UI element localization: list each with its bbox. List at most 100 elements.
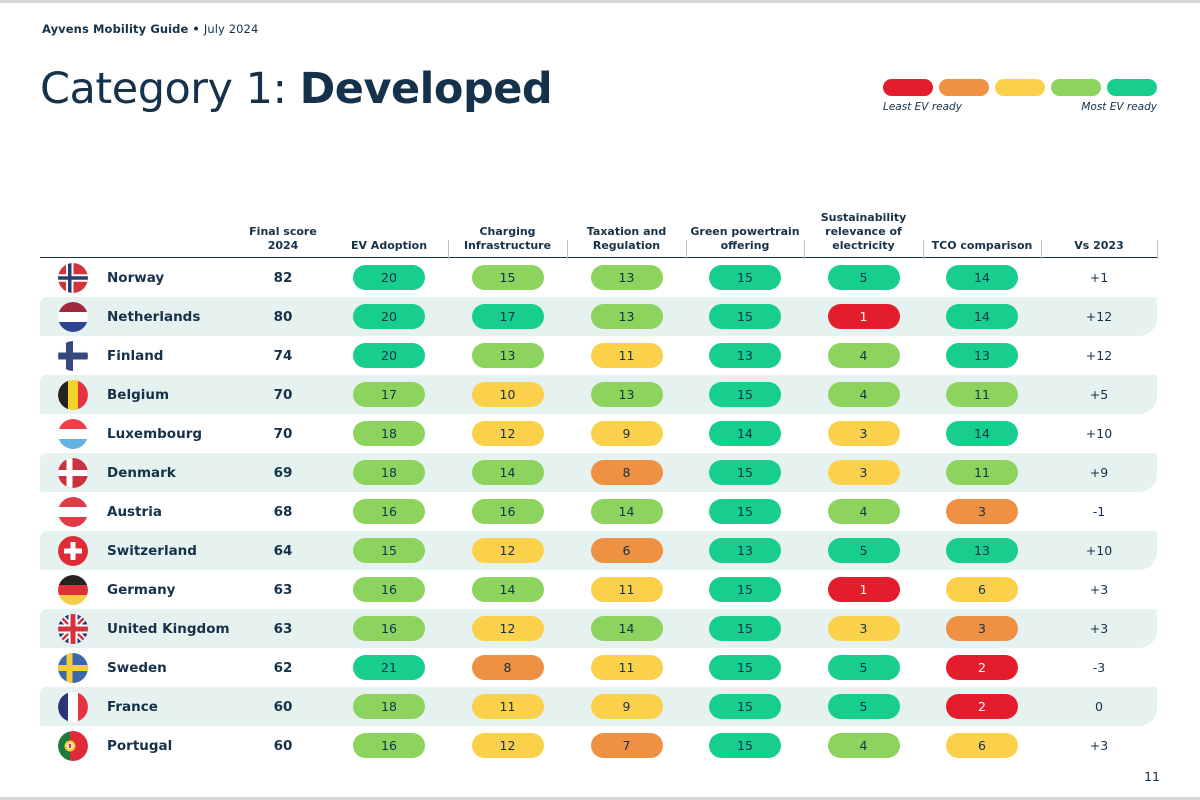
score-pill-ev_adoption: 20 xyxy=(353,265,425,290)
table-row-austria: Austria 68 16 16 14 15 4 3 -1 xyxy=(40,492,1157,531)
legend-least-label: Least EV ready xyxy=(883,101,962,113)
score-pill-ev_adoption: 15 xyxy=(353,538,425,563)
country-cell: Luxembourg xyxy=(40,418,236,449)
table-row-portugal: Portugal 60 16 12 7 15 4 6 +3 xyxy=(40,726,1157,765)
table-row-norway: Norway 82 20 15 13 15 5 14 +1 xyxy=(40,258,1157,297)
score-pill-sustainability_relevance_of_electricity: 4 xyxy=(827,343,900,368)
flag-belgium-icon xyxy=(58,379,88,410)
score-pill-green_powertrain_offering: 15 xyxy=(709,499,781,524)
score-pill-tco_comparison: 3 xyxy=(946,616,1018,641)
country-cell: France xyxy=(40,691,236,722)
table-header-row: Final score 2024 EV Adoption Charging Infras… xyxy=(40,211,1158,260)
score-pill-ev_adoption: 16 xyxy=(353,616,425,641)
country-name: Austria xyxy=(107,503,162,520)
score-pill-sustainability_relevance_of_electricity: 4 xyxy=(827,733,900,758)
score-pill-sustainability_relevance_of_electricity: 3 xyxy=(827,616,900,641)
score-pill-charging_infrastructure: 13 xyxy=(471,343,544,368)
table-row-france: France 60 18 11 9 15 5 2 0 xyxy=(40,687,1157,726)
score-pill-taxation_and_regulation: 13 xyxy=(590,265,663,290)
score-pill-tco_comparison: 14 xyxy=(946,421,1018,446)
country-name: Finland xyxy=(107,347,164,364)
score-pill-charging_infrastructure: 12 xyxy=(471,538,544,563)
score-pill-ev_adoption: 21 xyxy=(353,655,425,680)
final-score-value: 70 xyxy=(273,386,293,403)
table-row-denmark: Denmark 69 18 14 8 15 3 11 +9 xyxy=(40,453,1157,492)
score-pill-charging_infrastructure: 11 xyxy=(471,694,544,719)
score-pill-tco_comparison: 14 xyxy=(946,304,1018,329)
flag-sweden-icon xyxy=(58,652,88,683)
vs-2023-value: +5 xyxy=(1089,387,1109,402)
country-cell: Finland xyxy=(40,340,236,371)
country-name: Norway xyxy=(107,269,165,286)
score-pill-ev_adoption: 20 xyxy=(353,343,425,368)
score-pill-sustainability_relevance_of_electricity: 4 xyxy=(827,382,900,407)
score-pill-taxation_and_regulation: 7 xyxy=(590,733,663,758)
final-score-value: 69 xyxy=(273,464,293,481)
score-pill-charging_infrastructure: 10 xyxy=(471,382,544,407)
score-pill-ev_adoption: 17 xyxy=(353,382,425,407)
score-pill-taxation_and_regulation: 11 xyxy=(590,577,663,602)
score-pill-green_powertrain_offering: 15 xyxy=(709,304,781,329)
table-row-luxembourg: Luxembourg 70 18 12 9 14 3 14 +10 xyxy=(40,414,1157,453)
table-body: Norway 82 20 15 13 15 5 14 +1 Netherland… xyxy=(40,258,1157,765)
vs-2023-value: +3 xyxy=(1089,738,1109,753)
score-pill-charging_infrastructure: 14 xyxy=(471,577,544,602)
score-pill-charging_infrastructure: 17 xyxy=(471,304,544,329)
final-score-value: 80 xyxy=(273,308,293,325)
score-pill-tco_comparison: 13 xyxy=(946,538,1018,563)
flag-portugal-icon xyxy=(58,730,88,761)
score-pill-tco_comparison: 6 xyxy=(946,733,1018,758)
country-name: Sweden xyxy=(107,659,167,676)
table-row-switzerland: Switzerland 64 15 12 6 13 5 13 +10 xyxy=(40,531,1157,570)
score-pill-tco_comparison: 13 xyxy=(946,343,1018,368)
score-pill-sustainability_relevance_of_electricity: 1 xyxy=(827,304,900,329)
legend-swatch-l4 xyxy=(1051,79,1101,96)
legend-color-scale xyxy=(883,79,1157,96)
score-pill-green_powertrain_offering: 15 xyxy=(709,733,781,758)
legend-swatch-l3 xyxy=(995,79,1045,96)
ev-readiness-legend: Least EV ready Most EV ready xyxy=(883,79,1157,113)
country-name: Germany xyxy=(107,581,176,598)
edition-date: July 2024 xyxy=(203,22,259,36)
country-name: Belgium xyxy=(107,386,170,403)
column-header-taxation_and_regulation: Taxation and Regulation xyxy=(566,225,686,260)
vs-2023-value: +12 xyxy=(1085,309,1113,324)
score-pill-green_powertrain_offering: 15 xyxy=(709,694,781,719)
score-pill-taxation_and_regulation: 14 xyxy=(590,499,663,524)
vs-2023-value: +1 xyxy=(1089,270,1109,285)
score-pill-tco_comparison: 6 xyxy=(946,577,1018,602)
score-pill-taxation_and_regulation: 6 xyxy=(590,538,663,563)
country-cell: United Kingdom xyxy=(40,613,236,644)
score-pill-sustainability_relevance_of_electricity: 1 xyxy=(827,577,900,602)
country-cell: Portugal xyxy=(40,730,236,761)
country-name: Portugal xyxy=(107,737,173,754)
legend-swatch-l5 xyxy=(1107,79,1157,96)
table-row-belgium: Belgium 70 17 10 13 15 4 11 +5 xyxy=(40,375,1157,414)
score-pill-green_powertrain_offering: 15 xyxy=(709,655,781,680)
score-pill-taxation_and_regulation: 13 xyxy=(590,382,663,407)
vs-2023-value: +12 xyxy=(1085,348,1113,363)
score-pill-charging_infrastructure: 15 xyxy=(471,265,544,290)
column-header-charging_infrastructure: Charging Infrastructure xyxy=(447,225,567,260)
document-header: Ayvens Mobility Guide • July 2024 xyxy=(42,22,258,36)
flag-germany-icon xyxy=(58,574,88,605)
score-pill-ev_adoption: 16 xyxy=(353,733,425,758)
country-name: Netherlands xyxy=(107,308,201,325)
score-pill-sustainability_relevance_of_electricity: 5 xyxy=(827,538,900,563)
flag-austria-icon xyxy=(58,496,88,527)
country-cell: Austria xyxy=(40,496,236,527)
score-pill-tco_comparison: 11 xyxy=(946,382,1018,407)
vs-2023-value: +10 xyxy=(1085,426,1113,441)
score-pill-taxation_and_regulation: 9 xyxy=(590,694,663,719)
column-header-vs_2023: Vs 2023 xyxy=(1040,239,1158,260)
brand-name: Ayvens Mobility Guide xyxy=(42,22,189,36)
page-title-emphasis: Developed xyxy=(299,64,553,114)
country-name: United Kingdom xyxy=(107,620,230,637)
bullet-separator: • xyxy=(192,22,200,36)
flag-netherlands-icon xyxy=(58,301,88,332)
score-pill-sustainability_relevance_of_electricity: 5 xyxy=(827,694,900,719)
legend-swatch-l2 xyxy=(939,79,989,96)
legend-most-label: Most EV ready xyxy=(1081,101,1157,113)
table-row-uk: United Kingdom 63 16 12 14 15 3 3 +3 xyxy=(40,609,1157,648)
country-cell: Switzerland xyxy=(40,535,236,566)
